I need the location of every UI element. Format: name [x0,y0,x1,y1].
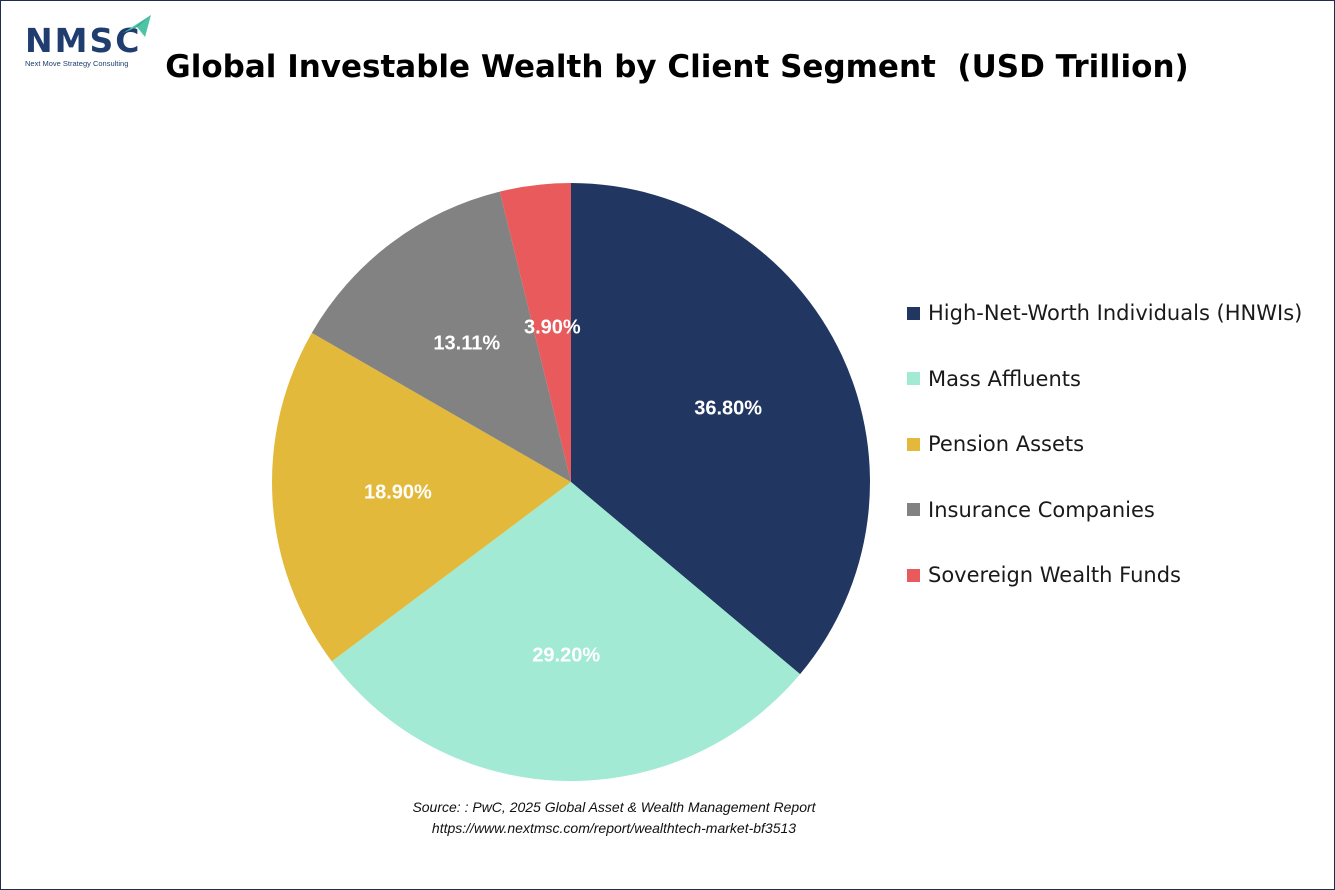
logo-tagline: Next Move Strategy Consulting [25,59,129,68]
data-label-insurance-companies: 13.11% [433,332,500,354]
legend-swatch [907,568,920,582]
source-url: https://www.nextmsc.com/report/wealthtec… [431,820,797,836]
legend-swatch [907,503,920,516]
legend-label: Mass Affluents [928,366,1081,391]
logo-arrow-icon [123,15,151,37]
nmsc-logo: NMSC Next Move Strategy Consulting [23,13,158,71]
data-label-pension-assets: 18.90% [364,481,432,503]
legend-label: Sovereign Wealth Funds [928,563,1181,587]
chart-legend: High-Net-Worth Individuals (HNWIs) Mass A… [907,297,1302,625]
legend-item-insurance-companies: Insurance Companies [907,494,1302,526]
data-label-high-net-worth-individuals-hnwis: 36.80% [694,398,762,420]
legend-item-pension-assets: Pension Assets [907,428,1302,460]
legend-swatch [907,372,920,385]
source-line: Source: : PwC, 2025 Global Asset & Wealt… [412,799,816,815]
pie-slice-insurance-companies [311,191,571,483]
logo-wordmark: NMSC [25,21,142,60]
legend-item-high-net-worth-individuals-hnwis: High-Net-Worth Individuals (HNWIs) [907,297,1302,329]
data-label-mass-affluents: 29.20% [532,644,600,666]
legend-item-mass-affluents: Mass Affluents [907,363,1302,395]
legend-item-sovereign-wealth-funds: Sovereign Wealth Funds [907,559,1302,591]
data-label-sovereign-wealth-funds: 3.90% [524,317,581,339]
legend-label: Insurance Companies [928,497,1155,522]
pie-slice-mass-affluents [331,482,801,781]
legend-label: Pension Assets [928,432,1085,456]
pie-slice-sovereign-wealth-funds [499,183,571,482]
legend-swatch [907,306,920,320]
pie-slice-pension-assets [271,332,571,662]
legend-label: High-Net-Worth Individuals (HNWIs) [928,301,1303,325]
chart-title: Global Investable Wealth by Client Segme… [165,49,1189,85]
pie-slice-high-net-worth-individuals-hnwis [571,183,870,675]
legend-swatch [907,437,920,451]
